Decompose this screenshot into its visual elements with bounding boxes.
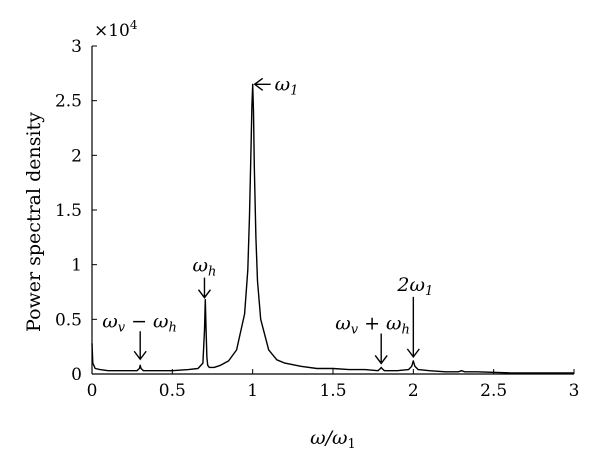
y-tick-label: 0.5: [55, 310, 82, 330]
psd-series-line: [91, 83, 574, 374]
axis-ticks: 0 0.5 1 1.5 2 2.5 3 0 0.5 1 1.5 2 2.5 3: [55, 37, 579, 401]
x-tick-label: 0.5: [159, 381, 186, 401]
x-tick-label: 0: [87, 381, 98, 401]
y-tick-label: 2: [71, 146, 82, 166]
annotation-vph: ωv + ωh: [335, 312, 410, 365]
annotation-2w1: 2ω1: [396, 274, 433, 359]
annotation-vph-label: ωv + ωh: [335, 312, 410, 337]
y-exponent-label: ×104: [94, 18, 138, 41]
y-tick-label: 1.5: [55, 201, 82, 221]
annotation-2w1-arrow: [406, 296, 420, 359]
x-tick-label: 1: [247, 381, 258, 401]
x-tick-label: 2: [408, 381, 419, 401]
x-tick-label: 2.5: [480, 381, 507, 401]
annotation-2w1-label: 2ω1: [396, 274, 433, 299]
annotation-w1-arrow: [253, 77, 271, 91]
y-tick-label: 0: [71, 365, 82, 385]
annotation-w1: ω1: [253, 73, 299, 98]
annotation-vmh: ωv − ωh: [102, 310, 177, 361]
x-tick-label: 3: [569, 381, 580, 401]
annotation-wh-label: ωh: [193, 255, 217, 280]
annotation-w1-label: ω1: [275, 73, 299, 98]
annotations-layer: ω1 ωh ωv − ωh ωv + ωh 2ω1: [102, 73, 433, 365]
y-tick-label: 3: [71, 37, 82, 57]
annotation-vph-arrow: [374, 333, 388, 365]
x-tick-label: 1.5: [319, 381, 346, 401]
x-axis-label: ω/ω1: [310, 427, 356, 452]
annotation-wh: ωh: [193, 255, 217, 299]
y-tick-label: 1: [71, 256, 82, 276]
annotation-vmh-label: ωv − ωh: [102, 310, 177, 335]
series-layer: [91, 83, 574, 374]
annotation-vmh-arrow: [133, 331, 147, 361]
y-tick-label: 2.5: [55, 92, 82, 112]
annotation-wh-arrow: [197, 277, 212, 299]
y-axis-label: Power spectral density: [23, 112, 45, 332]
